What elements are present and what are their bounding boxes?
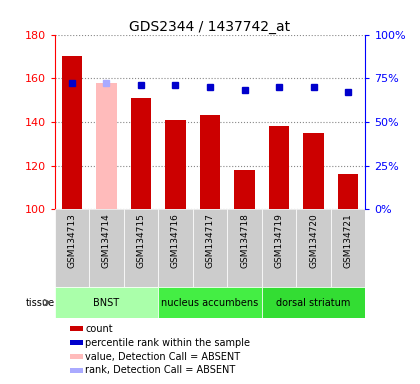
Text: rank, Detection Call = ABSENT: rank, Detection Call = ABSENT [85, 366, 235, 376]
Bar [200, 115, 221, 209]
Bar [123, 209, 158, 287]
Bar [262, 209, 297, 287]
Text: GSM134714: GSM134714 [102, 213, 111, 268]
Bar [303, 133, 324, 209]
Text: GSM134713: GSM134713 [67, 213, 76, 268]
Text: nucleus accumbens: nucleus accumbens [161, 298, 259, 308]
Text: value, Detection Call = ABSENT: value, Detection Call = ABSENT [85, 351, 240, 361]
Bar [96, 83, 117, 209]
Text: count: count [85, 324, 113, 334]
Bar [131, 98, 151, 209]
Text: GSM134721: GSM134721 [344, 213, 353, 268]
Text: GSM134715: GSM134715 [136, 213, 145, 268]
Bar [269, 126, 289, 209]
Bar [297, 209, 331, 287]
Bar [70, 326, 83, 331]
Bar [262, 287, 365, 318]
Text: dorsal striatum: dorsal striatum [276, 298, 351, 308]
Text: BNST: BNST [93, 298, 119, 308]
Bar [227, 209, 262, 287]
Text: GSM134719: GSM134719 [275, 213, 284, 268]
Bar [70, 368, 83, 373]
Bar [338, 174, 359, 209]
Bar [55, 287, 158, 318]
Bar [70, 340, 83, 345]
Bar [158, 287, 262, 318]
Bar [61, 56, 82, 209]
Text: GSM134720: GSM134720 [309, 213, 318, 268]
Bar [331, 209, 365, 287]
Bar [234, 170, 255, 209]
Bar [158, 209, 193, 287]
Bar [55, 209, 89, 287]
Text: percentile rank within the sample: percentile rank within the sample [85, 338, 250, 348]
Title: GDS2344 / 1437742_at: GDS2344 / 1437742_at [129, 20, 291, 33]
Text: GSM134716: GSM134716 [171, 213, 180, 268]
Bar [193, 209, 227, 287]
Bar [165, 120, 186, 209]
Bar [89, 209, 123, 287]
Text: tissue: tissue [26, 298, 55, 308]
Bar [70, 354, 83, 359]
Text: GSM134717: GSM134717 [205, 213, 215, 268]
Text: GSM134718: GSM134718 [240, 213, 249, 268]
